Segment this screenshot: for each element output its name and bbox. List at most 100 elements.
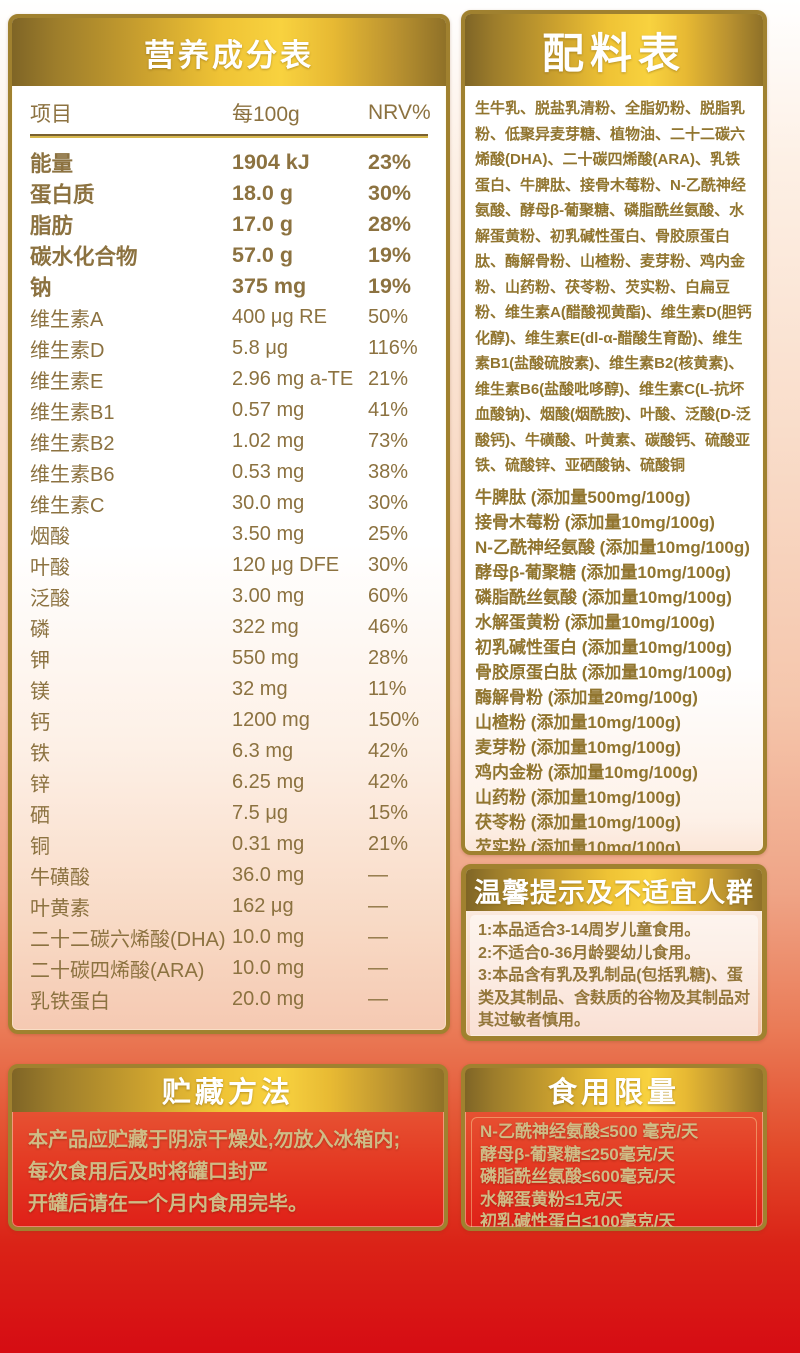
nutrient-name: 铁 bbox=[30, 743, 50, 765]
nutrient-nrv: 21% bbox=[368, 368, 409, 390]
nutrient-nrv: 21% bbox=[368, 833, 409, 855]
nutrient-value: 17.0 g bbox=[232, 212, 293, 236]
nutrient-name: 乳铁蛋白 bbox=[30, 991, 110, 1013]
nutrient-name: 维生素E bbox=[30, 371, 104, 393]
additives-list: 牛脾肽 (添加量500mg/100g) 接骨木莓粉 (添加量10mg/100g)… bbox=[465, 479, 763, 855]
nutrient-nrv: 60% bbox=[368, 585, 409, 607]
nutrient-name: 叶黄素 bbox=[30, 898, 90, 920]
nutrient-value: 6.3 mg bbox=[232, 740, 294, 762]
additive-line: 接骨木莓粉 (添加量10mg/100g) bbox=[475, 512, 715, 532]
limits-body: N-乙酰神经氨酸≤500 毫克/天 酵母β-葡聚糖≤250毫克/天 磷脂酰丝氨酸… bbox=[471, 1117, 757, 1227]
nutrient-nrv: — bbox=[368, 864, 388, 886]
tips-line: 1:本品适合3-14周岁儿童食用。 bbox=[478, 922, 701, 939]
nutrient-name: 碳水化合物 bbox=[30, 245, 138, 269]
additive-line: 牛脾肽 (添加量500mg/100g) bbox=[475, 487, 691, 507]
additive-line: 酶解骨粉 (添加量20mg/100g) bbox=[475, 687, 698, 707]
additive-line: 磷脂酰丝氨酸 (添加量10mg/100g) bbox=[475, 587, 732, 607]
tips-line: 2:不适合0-36月龄婴幼儿食用。 bbox=[478, 944, 701, 962]
nutrient-value: 1200 mg bbox=[232, 709, 310, 731]
tips-panel: 温馨提示及不适宜人群 1:本品适合3-14周岁儿童食用。 2:不适合0-36月龄… bbox=[461, 864, 767, 1041]
additive-line: 水解蛋黄粉 (添加量10mg/100g) bbox=[475, 612, 715, 632]
nutrient-name: 烟酸 bbox=[30, 526, 70, 548]
limits-panel: 食用限量 N-乙酰神经氨酸≤500 毫克/天 酵母β-葡聚糖≤250毫克/天 磷… bbox=[461, 1064, 767, 1231]
nutrition-row: 维生素D 5.8 μg 116% bbox=[30, 333, 428, 364]
nutrition-row: 镁 32 mg 11% bbox=[30, 674, 428, 705]
tips-title: 温馨提示及不适宜人群 bbox=[474, 877, 754, 908]
nutrition-row: 叶黄素 162 μg — bbox=[30, 891, 428, 922]
additive-line: 山药粉 (添加量10mg/100g) bbox=[475, 787, 681, 807]
nutrient-value: 120 μg DFE bbox=[232, 554, 340, 576]
nutrition-table-body: 能量 1904 kJ 23% 蛋白质 18.0 g 30% 脂肪 17.0 g … bbox=[30, 136, 428, 1015]
nutrient-nrv: — bbox=[368, 895, 388, 917]
nutrition-title: 营养成分表 bbox=[144, 37, 314, 73]
additive-line: 芡实粉 (添加量10mg/100g) bbox=[475, 837, 681, 855]
nutrient-nrv: 50% bbox=[368, 306, 409, 328]
nutrient-nrv: 28% bbox=[368, 212, 412, 236]
nutrient-nrv: 15% bbox=[368, 802, 409, 824]
nutrient-name: 二十碳四烯酸(ARA) bbox=[30, 960, 205, 982]
nutrient-name: 维生素B1 bbox=[30, 402, 115, 424]
nutrient-name: 维生素A bbox=[30, 309, 104, 331]
nutrient-value: 3.50 mg bbox=[232, 523, 305, 545]
nutrient-nrv: 46% bbox=[368, 616, 409, 638]
nutrient-name: 磷 bbox=[30, 619, 50, 641]
ingredients-title-band: 配料表 bbox=[465, 14, 763, 86]
nutrient-nrv: 30% bbox=[368, 181, 412, 205]
nutrient-name: 钙 bbox=[30, 712, 50, 734]
limits-line: 水解蛋黄粉≤1克/天 bbox=[480, 1189, 623, 1209]
storage-body: 本产品应贮藏于阴凉干燥处,勿放入冰箱内; 每次食用后及时将罐口封严 开罐后请在一… bbox=[12, 1112, 444, 1220]
nutrient-name: 叶酸 bbox=[30, 557, 70, 579]
limits-line: N-乙酰神经氨酸≤500 毫克/天 bbox=[480, 1122, 699, 1141]
nutrition-table-header: 项目 每100g NRV% bbox=[30, 92, 431, 136]
nutrient-value: 10.0 mg bbox=[232, 957, 305, 979]
nutrition-row: 能量 1904 kJ 23% bbox=[30, 147, 428, 178]
nutrition-row: 维生素A 400 μg RE 50% bbox=[30, 302, 428, 333]
nutrient-value: 57.0 g bbox=[232, 243, 293, 267]
nutrition-title-band: 营养成分表 bbox=[12, 18, 446, 86]
nutrition-row: 硒 7.5 μg 15% bbox=[30, 798, 428, 829]
nutrient-name: 维生素D bbox=[30, 340, 105, 362]
tips-line: 3:本品含有乳及乳制品(包括乳糖)、蛋类及其制品、含麸质的谷物及其制品对其过敏者… bbox=[478, 967, 751, 1029]
nutrient-value: 0.53 mg bbox=[232, 461, 305, 483]
storage-title: 贮藏方法 bbox=[161, 1077, 294, 1109]
nutrient-nrv: 30% bbox=[368, 492, 409, 514]
column-header-per100g: 每100g bbox=[232, 103, 300, 126]
nutrient-value: 0.57 mg bbox=[232, 399, 305, 421]
nutrient-nrv: 23% bbox=[368, 150, 412, 174]
nutrient-value: 3.00 mg bbox=[232, 585, 305, 607]
nutrient-value: 1904 kJ bbox=[232, 150, 310, 174]
nutrient-name: 维生素C bbox=[30, 495, 105, 517]
nutrient-value: 5.8 μg bbox=[232, 337, 289, 359]
nutrient-value: 20.0 mg bbox=[232, 988, 305, 1010]
nutrition-row: 磷 322 mg 46% bbox=[30, 612, 428, 643]
nutrient-nrv: 116% bbox=[368, 337, 418, 359]
ingredients-title: 配料表 bbox=[541, 29, 686, 77]
nutrient-value: 0.31 mg bbox=[232, 833, 305, 855]
nutrition-row: 碳水化合物 57.0 g 19% bbox=[30, 240, 428, 271]
nutrient-name: 铜 bbox=[30, 836, 50, 858]
nutrition-row: 钙 1200 mg 150% bbox=[30, 705, 428, 736]
storage-line: 每次食用后及时将罐口封严 bbox=[28, 1161, 268, 1183]
nutrient-nrv: — bbox=[368, 957, 388, 979]
nutrient-value: 322 mg bbox=[232, 616, 299, 638]
additive-line: N-乙酰神经氨酸 (添加量10mg/100g) bbox=[475, 537, 750, 557]
nutrient-value: 7.5 μg bbox=[232, 802, 289, 824]
nutrition-row: 二十二碳六烯酸(DHA) 10.0 mg — bbox=[30, 922, 428, 953]
nutrition-row: 钠 375 mg 19% bbox=[30, 271, 428, 302]
nutrient-name: 二十二碳六烯酸(DHA) bbox=[30, 929, 226, 951]
nutrient-value: 30.0 mg bbox=[232, 492, 305, 514]
nutrition-row: 铜 0.31 mg 21% bbox=[30, 829, 428, 860]
nutrient-name: 维生素B6 bbox=[30, 464, 115, 486]
additive-line: 鸡内金粉 (添加量10mg/100g) bbox=[475, 762, 698, 782]
nutrition-row: 钾 550 mg 28% bbox=[30, 643, 428, 674]
nutrition-row: 铁 6.3 mg 42% bbox=[30, 736, 428, 767]
nutrient-value: 400 μg RE bbox=[232, 306, 327, 328]
ingredients-panel: 配料表 生牛乳、脱盐乳清粉、全脂奶粉、脱脂乳粉、低聚异麦芽糖、植物油、二十二碳六… bbox=[461, 10, 767, 855]
nutrient-nrv: 38% bbox=[368, 461, 409, 483]
nutrient-name: 钾 bbox=[30, 650, 50, 672]
nutrition-facts-panel: 营养成分表 项目 每100g NRV% 能量 1904 kJ 23% 蛋白质 1… bbox=[8, 14, 450, 1034]
nutrition-row: 泛酸 3.00 mg 60% bbox=[30, 581, 428, 612]
nutrition-row: 蛋白质 18.0 g 30% bbox=[30, 178, 428, 209]
column-header-nrv: NRV% bbox=[368, 101, 431, 124]
